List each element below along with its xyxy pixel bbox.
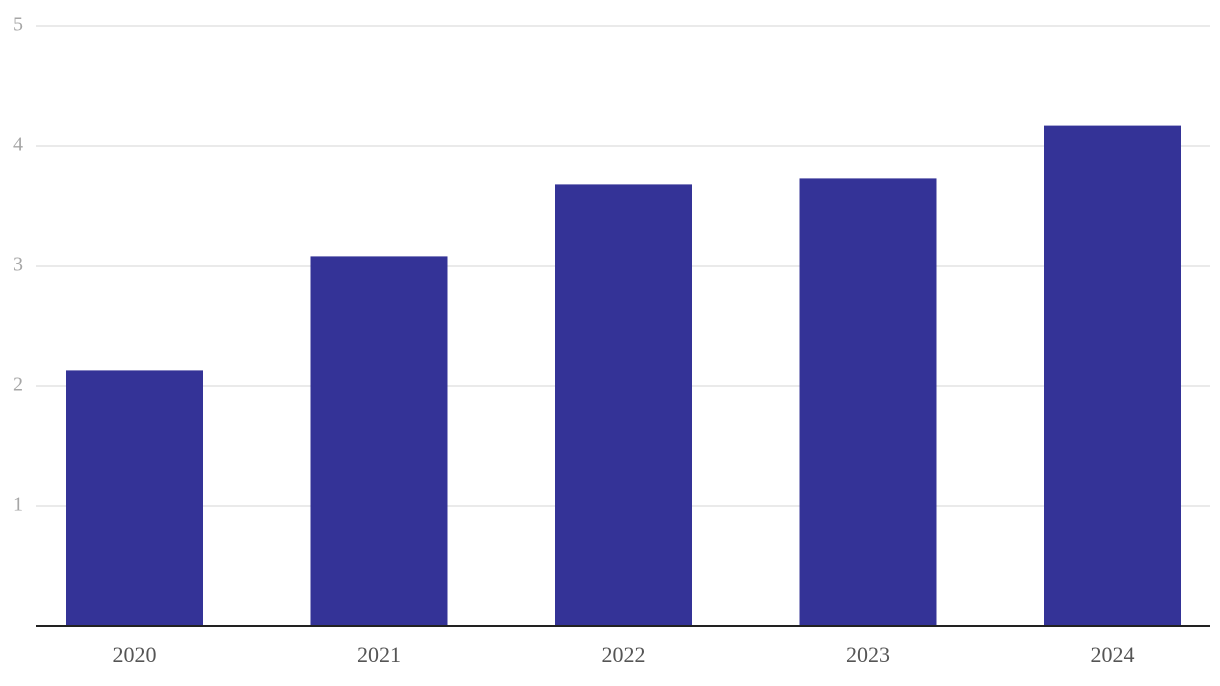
y-tick-label: 4 bbox=[13, 134, 23, 156]
x-tick-label: 2022 bbox=[602, 642, 646, 667]
bar bbox=[799, 178, 937, 626]
bar bbox=[1044, 125, 1181, 626]
bar bbox=[555, 184, 692, 626]
x-tick-label: 2023 bbox=[846, 642, 890, 667]
bar bbox=[310, 256, 448, 626]
y-tick-label: 2 bbox=[13, 374, 23, 396]
x-tick-label: 2021 bbox=[357, 642, 401, 667]
bar bbox=[66, 370, 203, 626]
y-tick-label: 3 bbox=[13, 254, 23, 276]
x-tick-label: 2024 bbox=[1091, 642, 1135, 667]
y-tick-label: 5 bbox=[13, 14, 23, 36]
y-tick-label: 1 bbox=[13, 494, 23, 516]
x-tick-label: 2020 bbox=[113, 642, 157, 667]
